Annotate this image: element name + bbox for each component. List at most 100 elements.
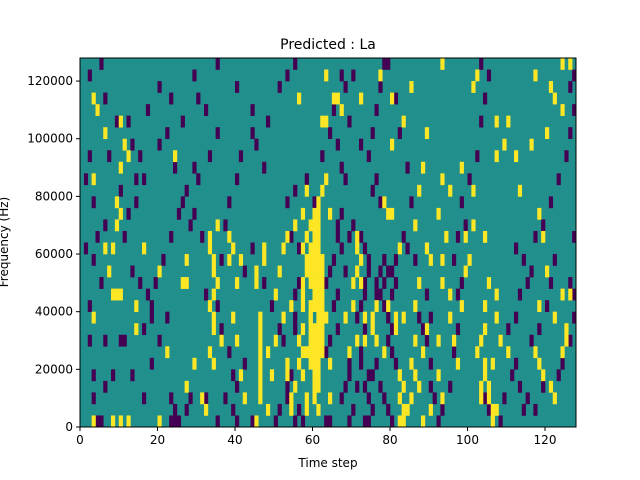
heatmap-cell-high (316, 403, 321, 416)
heatmap-cell-high (258, 334, 263, 347)
heatmap-cell-low (362, 277, 368, 289)
heatmap-cell-high (436, 334, 441, 347)
heatmap-cell-high (428, 254, 433, 266)
heatmap-cell-high (479, 380, 484, 393)
heatmap-cell-low (196, 173, 201, 186)
heatmap-cell-high (173, 150, 178, 163)
heatmap-cell-low (204, 392, 209, 405)
heatmap-cell-low (320, 150, 325, 163)
heatmap-cell-low (568, 334, 573, 347)
heatmap-cell-high (370, 311, 375, 324)
heatmap-cell-high (254, 277, 259, 289)
heatmap-cell-low (331, 300, 337, 312)
heatmap-cell-low (428, 357, 433, 370)
heatmap-cell-high (262, 254, 267, 266)
heatmap-cell-high (300, 323, 306, 336)
heatmap-cell-low (242, 265, 247, 278)
heatmap-cell-high (312, 357, 317, 370)
heatmap-cell-high (537, 357, 542, 370)
heatmap-cell-high (114, 196, 120, 209)
heatmap-cell-high (560, 104, 565, 116)
heatmap-cell-low (126, 115, 131, 128)
heatmap-cell-high (91, 92, 96, 105)
heatmap-cell-high (494, 403, 499, 416)
heatmap-cell-high (343, 311, 348, 324)
heatmap-cell-low (351, 69, 356, 82)
heatmap-cell-low (378, 81, 383, 93)
heatmap-cell-high (308, 300, 313, 312)
heatmap-cell-low (235, 380, 240, 393)
heatmap-cell-high (448, 184, 453, 197)
heatmap-cell-high (258, 392, 263, 405)
heatmap-cell-low (390, 288, 395, 301)
heatmap-cell-low (393, 277, 399, 289)
heatmap-cell-high (312, 380, 317, 393)
heatmap-cell-high (308, 219, 313, 232)
heatmap-cell-high (262, 242, 267, 255)
heatmap-cell-high (390, 138, 395, 151)
heatmap-cell-high (316, 196, 321, 209)
heatmap-cell-high (134, 300, 139, 312)
heatmap-cell-high (316, 346, 321, 359)
heatmap-cell-high (568, 288, 573, 301)
heatmap-cell-low (541, 380, 546, 393)
heatmap-cell-low (227, 346, 232, 359)
heatmap-cell-high (126, 415, 131, 427)
heatmap-cell-high (111, 288, 116, 301)
heatmap-cell-low (335, 288, 340, 301)
heatmap-cell-low (223, 219, 228, 232)
heatmap-cell-high (308, 323, 313, 336)
heatmap-cell-high (471, 81, 476, 93)
heatmap-cell-high (498, 334, 503, 347)
heatmap-cell-high (312, 300, 317, 312)
heatmap-cell-low (149, 311, 154, 324)
heatmap-cell-high (490, 415, 495, 427)
heatmap-cell-high (494, 311, 499, 324)
heatmap-cell-high (184, 277, 189, 289)
heatmap-cell-low (281, 334, 286, 347)
heatmap-cell-high (91, 311, 96, 324)
heatmap-cell-high (409, 357, 414, 370)
heatmap-cell-high (421, 161, 426, 174)
heatmap-cell-high (533, 69, 538, 82)
heatmap-cell-high (545, 127, 550, 140)
heatmap-cell-high (440, 173, 445, 186)
heatmap-cell-high (300, 369, 306, 382)
x-tick-label: 40 (227, 433, 242, 447)
heatmap-cell-low (339, 161, 344, 174)
heatmap-cell-high (351, 277, 356, 289)
heatmap-cell-high (308, 357, 313, 370)
heatmap-cell-high (506, 346, 511, 359)
heatmap-cell-high (417, 380, 422, 393)
heatmap-cell-high (254, 415, 259, 427)
heatmap-cell-low (386, 265, 391, 278)
heatmap-cell-low (424, 288, 430, 301)
heatmap-cell-low (440, 403, 445, 416)
heatmap-cell-low (552, 254, 557, 266)
heatmap-cell-high (289, 300, 294, 312)
heatmap-cell-low (463, 219, 468, 232)
y-axis-label: Frequency (Hz) (0, 197, 11, 288)
heatmap-cell-low (145, 104, 151, 116)
heatmap-cell-low (572, 311, 576, 324)
heatmap-cell-high (281, 311, 286, 324)
heatmap-cell-low (242, 357, 247, 370)
heatmap-cell-low (378, 380, 383, 393)
heatmap-cell-high (382, 346, 387, 359)
heatmap-cell-high (300, 288, 306, 301)
heatmap-cell-low (448, 380, 453, 393)
heatmap-cell-low (537, 323, 542, 336)
heatmap-cell-high (413, 219, 418, 232)
heatmap-cell-high (312, 242, 317, 255)
heatmap-cell-high (126, 150, 131, 163)
heatmap-cell-low (572, 288, 576, 301)
heatmap-cell-high (258, 346, 263, 359)
heatmap-cell-high (494, 288, 499, 301)
heatmap-cell-low (157, 81, 162, 93)
heatmap-cell-high (215, 277, 220, 289)
heatmap-cell-low (277, 81, 282, 93)
heatmap-cell-low (370, 403, 375, 416)
heatmap-cell-high (421, 346, 426, 359)
heatmap-cell-high (118, 415, 123, 427)
y-tick-label: 100000 (27, 132, 73, 146)
